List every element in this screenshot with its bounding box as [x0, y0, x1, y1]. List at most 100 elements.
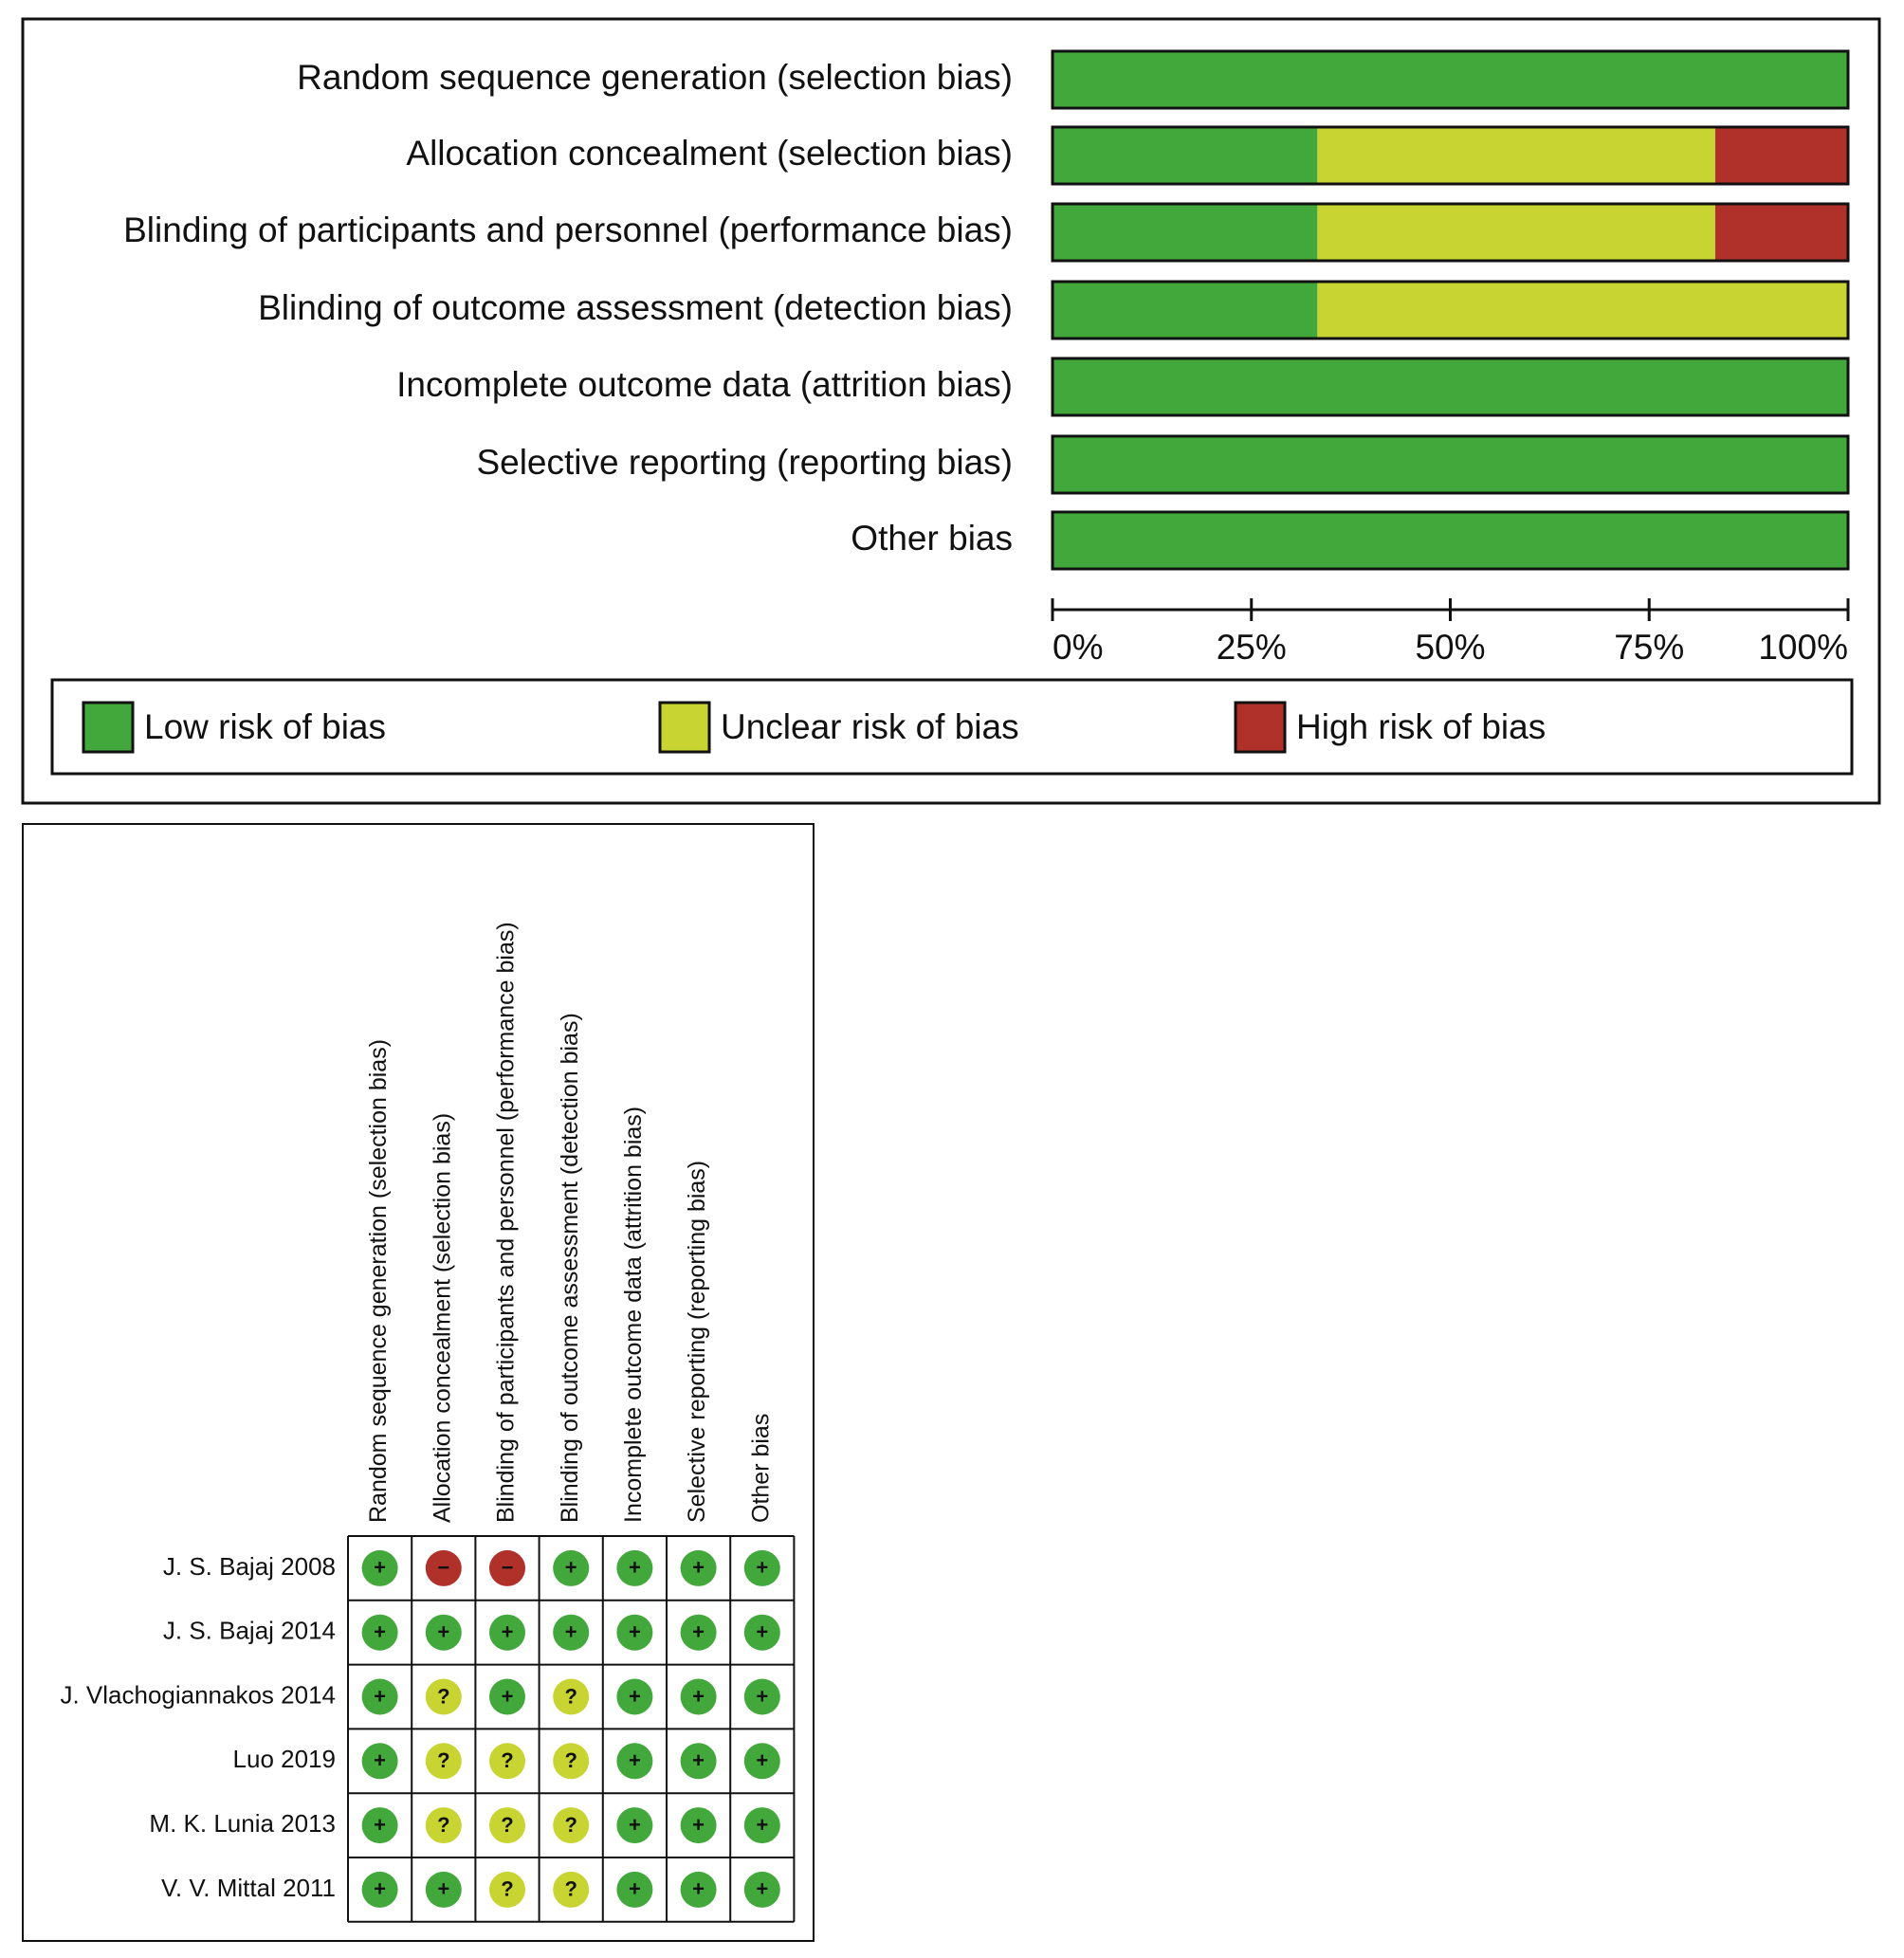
study-label: Luo 2019: [233, 1745, 336, 1773]
judgment-dot: [743, 1871, 780, 1908]
judgment-dot: [743, 1807, 780, 1844]
judgment-dot: [680, 1743, 717, 1780]
judgment-dot: [680, 1678, 717, 1715]
judgment-symbol: ?: [437, 1748, 449, 1772]
judgment-dot: [425, 1678, 462, 1715]
study-label: J. S. Bajaj 2014: [163, 1617, 336, 1645]
judgment-dot: [743, 1743, 780, 1780]
judgment-dot: [616, 1549, 653, 1586]
judgment-symbol: +: [374, 1813, 386, 1837]
column-header: Other bias: [747, 1414, 774, 1523]
judgment-dot: [743, 1549, 780, 1586]
judgment-dot: [680, 1614, 717, 1651]
bar-segment: [1053, 204, 1318, 261]
judgment-symbol: +: [374, 1877, 386, 1901]
column-header: Allocation concealment (selection bias): [429, 1113, 455, 1523]
judgment-symbol: ?: [564, 1684, 577, 1708]
judgment-symbol: ?: [501, 1813, 513, 1837]
judgment-symbol: −: [502, 1556, 514, 1580]
judgment-dot: [361, 1871, 398, 1908]
judgment-dot: [425, 1743, 462, 1780]
judgment-symbol: +: [756, 1556, 768, 1580]
judgment-symbol: +: [629, 1813, 641, 1837]
judgment-dot: [425, 1807, 462, 1844]
x-tick-label: 25%: [1217, 628, 1287, 667]
study-label: V. V. Mittal 2011: [161, 1874, 336, 1902]
judgment-symbol: ?: [564, 1748, 577, 1772]
judgment-symbol: ?: [564, 1877, 577, 1901]
bar-segment: [1714, 127, 1848, 184]
judgment-symbol: ?: [501, 1748, 513, 1772]
judgment-dot: [489, 1678, 525, 1715]
bar-segment: [1053, 436, 1848, 493]
judgment-dot: [743, 1678, 780, 1715]
judgment-dot: [743, 1614, 780, 1651]
legend-swatch: [1234, 701, 1287, 754]
judgment-symbol: +: [374, 1684, 386, 1708]
category-label: Blinding of outcome assessment (detectio…: [258, 288, 1013, 327]
judgment-symbol: +: [756, 1813, 768, 1837]
bar-segment: [1053, 512, 1848, 569]
column-header: Random sequence generation (selection bi…: [365, 1039, 392, 1523]
study-label: M. K. Lunia 2013: [149, 1809, 336, 1838]
judgment-symbol: ?: [437, 1684, 449, 1708]
judgment-dot: [361, 1549, 398, 1586]
judgment-dot: [425, 1871, 462, 1908]
judgment-symbol: +: [374, 1556, 386, 1580]
judgment-dot: [489, 1549, 525, 1586]
graph-frame: [21, 17, 1881, 805]
judgment-symbol: ?: [564, 1813, 577, 1837]
bar-outline: [1051, 280, 1850, 340]
category-label: Allocation concealment (selection bias): [406, 134, 1013, 173]
judgment-symbol: +: [629, 1620, 641, 1644]
judgment-symbol: ?: [501, 1877, 513, 1901]
judgment-symbol: +: [374, 1748, 386, 1772]
judgment-symbol: +: [374, 1620, 386, 1644]
legend-label: Unclear risk of bias: [721, 707, 1019, 746]
summary-frame: [22, 823, 815, 1942]
column-header: Blinding of participants and personnel (…: [493, 922, 520, 1523]
category-label: Other bias: [851, 519, 1013, 558]
judgment-symbol: +: [692, 1877, 705, 1901]
legend-frame: [50, 678, 1854, 776]
bar-segment: [1053, 358, 1848, 415]
judgment-symbol: ?: [437, 1813, 449, 1837]
judgment-dot: [489, 1743, 525, 1780]
judgment-dot: [489, 1807, 525, 1844]
judgment-symbol: +: [692, 1813, 705, 1837]
bar-outline: [1051, 49, 1850, 110]
bar-outline: [1051, 357, 1850, 417]
judgment-dot: [680, 1549, 717, 1586]
judgment-symbol: −: [437, 1556, 449, 1580]
bar-outline: [1051, 125, 1850, 186]
judgment-dot: [616, 1678, 653, 1715]
judgment-dot: [361, 1807, 398, 1844]
bar-segment: [1317, 204, 1715, 261]
legend-swatch: [82, 701, 135, 754]
column-header: Selective reporting (reporting bias): [684, 1161, 710, 1523]
judgment-symbol: +: [437, 1620, 449, 1644]
judgment-symbol: +: [629, 1748, 641, 1772]
column-header: Blinding of outcome assessment (detectio…: [557, 1013, 583, 1523]
judgment-symbol: +: [756, 1748, 768, 1772]
judgment-dot: [553, 1871, 590, 1908]
bar-outline: [1051, 510, 1850, 571]
judgment-symbol: +: [756, 1877, 768, 1901]
judgment-dot: [616, 1807, 653, 1844]
x-tick-label: 75%: [1614, 628, 1684, 667]
judgment-dot: [680, 1871, 717, 1908]
study-label: J. Vlachogiannakos 2014: [60, 1680, 336, 1709]
legend-swatch: [658, 701, 711, 754]
bar-segment: [1053, 127, 1318, 184]
judgment-symbol: +: [629, 1877, 641, 1901]
judgment-dot: [489, 1614, 525, 1651]
category-label: Selective reporting (reporting bias): [476, 443, 1013, 482]
judgment-symbol: +: [756, 1620, 768, 1644]
bar-outline: [1051, 434, 1850, 495]
judgment-symbol: +: [692, 1556, 705, 1580]
column-header: Incomplete outcome data (attrition bias): [620, 1107, 647, 1523]
judgment-dot: [489, 1871, 525, 1908]
bar-segment: [1317, 127, 1715, 184]
judgment-symbol: +: [756, 1684, 768, 1708]
